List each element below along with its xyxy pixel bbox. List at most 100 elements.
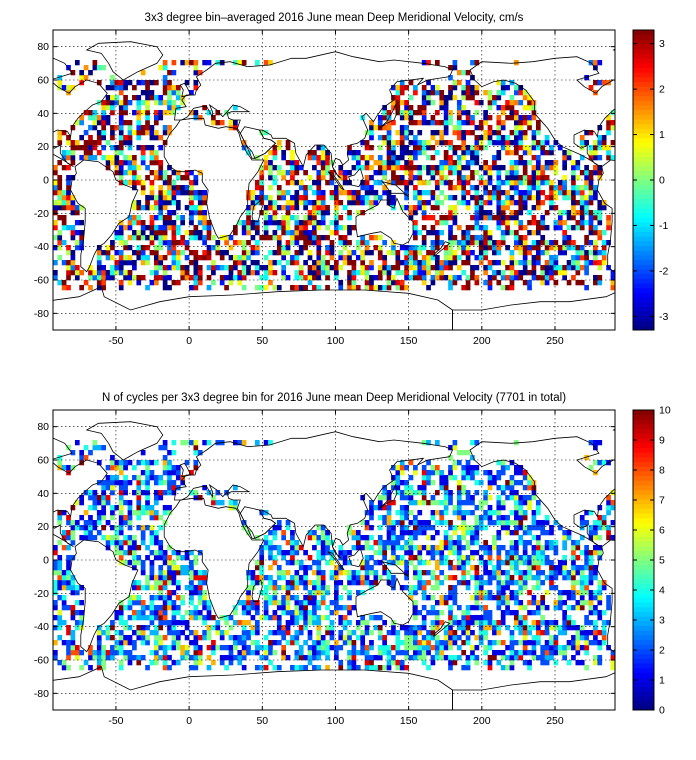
data-cell (57, 180, 63, 186)
data-cell (369, 265, 374, 271)
data-cell (584, 205, 589, 211)
data-cell (153, 495, 159, 501)
data-cell (171, 190, 177, 196)
data-cell (452, 565, 458, 571)
data-cell (145, 225, 150, 231)
data-cell (531, 205, 537, 211)
data-cell (557, 625, 563, 631)
data-cell (303, 195, 308, 201)
data-cell (496, 175, 502, 181)
data-cell (316, 220, 322, 226)
data-cell (456, 180, 462, 186)
data-cell (118, 145, 124, 151)
data-cell (364, 555, 370, 561)
data-cell (145, 125, 150, 131)
data-cell (320, 525, 326, 531)
data-cell (514, 160, 519, 166)
data-cell (505, 145, 510, 151)
data-cell (70, 235, 76, 241)
data-cell (505, 150, 510, 156)
data-cell (118, 105, 124, 111)
data-cell (413, 140, 418, 146)
data-cell (110, 145, 115, 151)
data-cell (417, 275, 423, 281)
data-cell (325, 260, 330, 266)
data-cell (127, 520, 133, 526)
data-cell (452, 440, 458, 446)
data-cell (355, 575, 361, 581)
data-cell (211, 660, 216, 666)
data-cell (197, 270, 203, 276)
data-cell (404, 180, 409, 186)
data-cell (180, 100, 186, 106)
data-cell (281, 225, 286, 231)
data-cell (96, 140, 102, 146)
data-cell (377, 625, 383, 631)
data-cell (347, 230, 352, 236)
data-cell (281, 270, 286, 276)
data-cell (439, 230, 445, 236)
data-cell (478, 235, 484, 241)
data-cell (184, 240, 190, 246)
data-cell (518, 275, 524, 281)
data-cell (263, 575, 269, 581)
data-cell (360, 180, 366, 186)
data-cell (110, 80, 115, 86)
data-cell (487, 495, 493, 501)
data-cell (382, 665, 387, 671)
data-cell (474, 135, 480, 141)
data-cell (272, 665, 278, 671)
data-cell (96, 650, 102, 656)
data-cell (83, 490, 89, 496)
data-cell (325, 180, 330, 186)
data-cell (96, 135, 102, 141)
data-cell (549, 145, 554, 151)
data-cell (579, 255, 585, 261)
data-cell (184, 620, 190, 626)
data-cell (329, 600, 335, 606)
data-cell (114, 165, 120, 171)
data-cell (162, 465, 168, 471)
colorbar-swatch (633, 161, 654, 167)
data-cell (272, 200, 278, 206)
data-cell (197, 235, 203, 241)
data-cell (540, 175, 546, 181)
data-cell (509, 170, 515, 176)
data-cell (509, 545, 515, 551)
data-cell (382, 640, 387, 646)
colorbar-swatch (633, 226, 654, 232)
data-cell (118, 550, 124, 556)
data-cell (272, 595, 278, 601)
data-cell (70, 255, 76, 261)
data-cell (421, 115, 427, 121)
data-cell (254, 640, 260, 646)
data-cell (562, 600, 567, 606)
data-cell (246, 600, 251, 606)
data-cell (522, 615, 528, 621)
data-cell (500, 580, 506, 586)
data-cell (162, 280, 168, 286)
data-cell (281, 595, 286, 601)
data-cell (118, 230, 124, 236)
data-cell (294, 255, 300, 261)
data-cell (351, 285, 357, 291)
data-cell (233, 605, 238, 611)
data-cell (175, 470, 181, 476)
data-cell (66, 605, 71, 611)
data-cell (158, 540, 164, 546)
data-cell (593, 80, 598, 86)
data-cell (118, 640, 124, 646)
data-cell (377, 635, 383, 641)
data-cell (395, 110, 401, 116)
data-cells (53, 440, 615, 671)
data-cell (272, 650, 278, 656)
data-cell (320, 255, 326, 261)
data-cell (553, 620, 559, 626)
data-cell (303, 655, 308, 661)
data-cell (413, 525, 418, 531)
data-cell (153, 175, 159, 181)
data-cell (408, 120, 414, 126)
data-cell (399, 130, 405, 136)
data-cell (53, 205, 58, 211)
data-cell (233, 620, 238, 626)
